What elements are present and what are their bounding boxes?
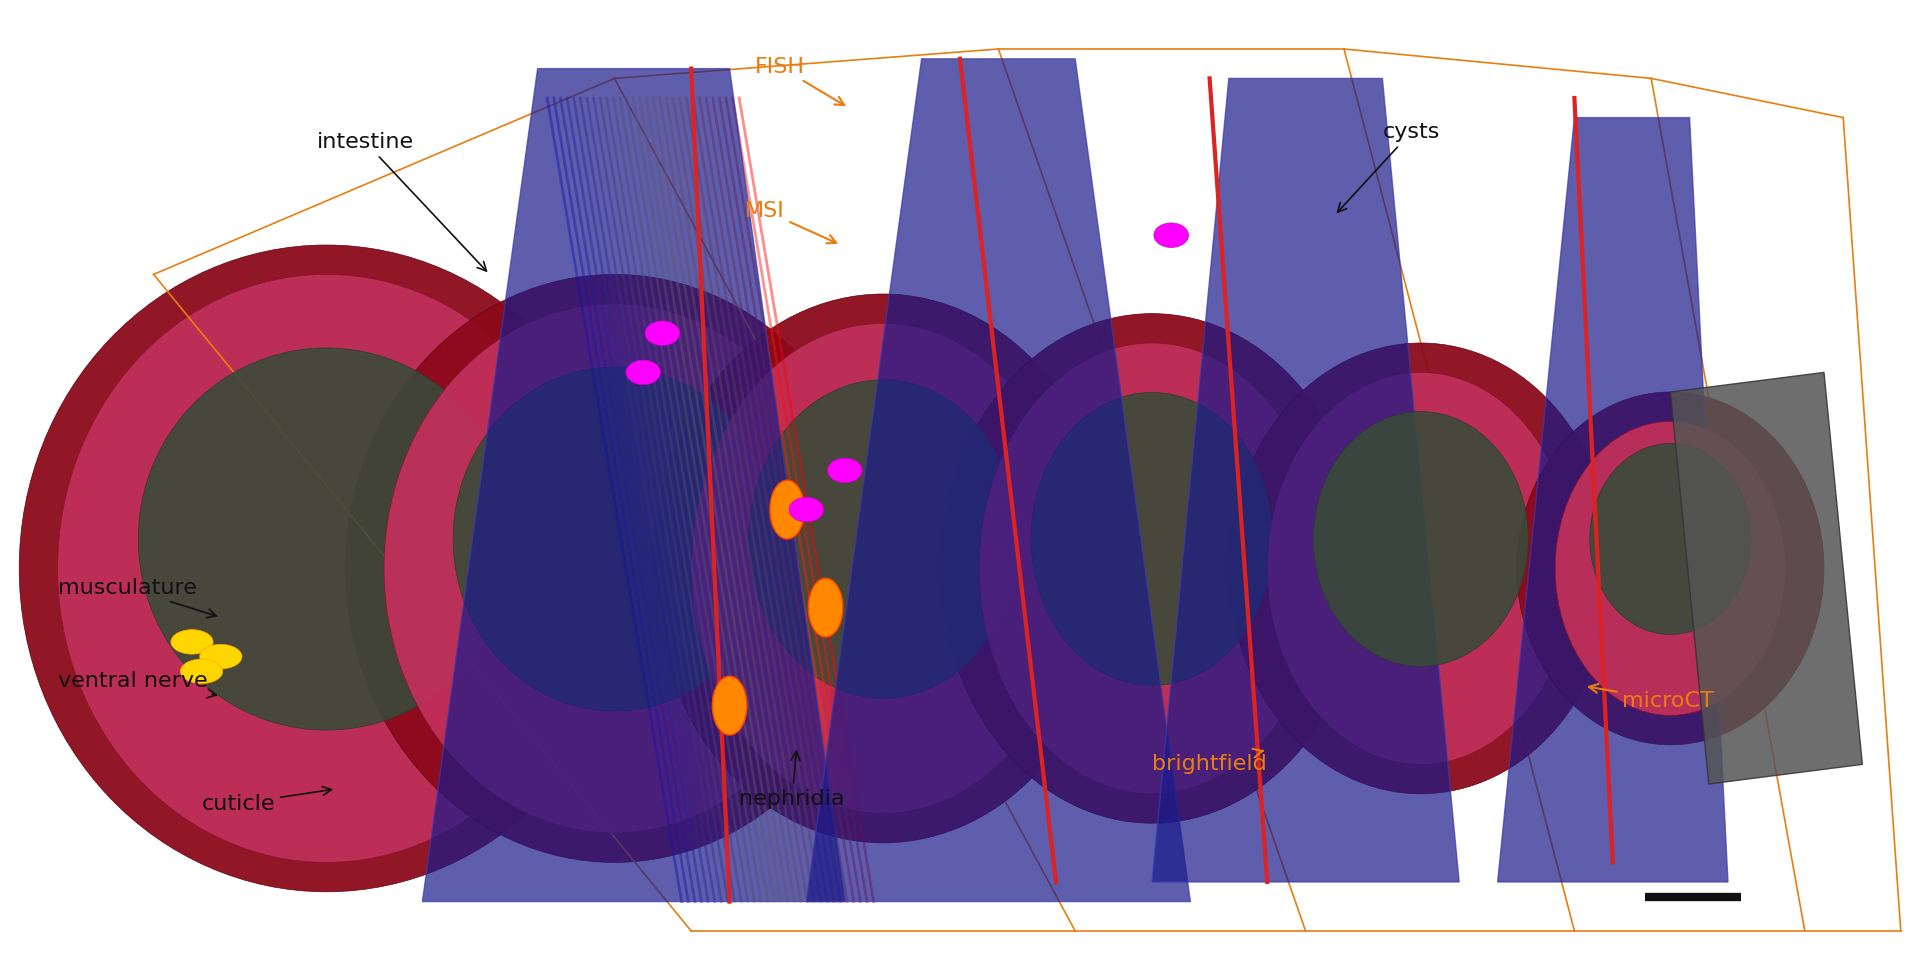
Ellipse shape bbox=[200, 645, 242, 669]
Text: intestine: intestine bbox=[317, 132, 486, 271]
Ellipse shape bbox=[808, 578, 843, 637]
Ellipse shape bbox=[691, 323, 1075, 813]
Ellipse shape bbox=[712, 676, 747, 735]
Ellipse shape bbox=[770, 480, 804, 539]
Text: cysts: cysts bbox=[1338, 122, 1440, 213]
Ellipse shape bbox=[453, 368, 776, 711]
Ellipse shape bbox=[749, 380, 1018, 698]
Ellipse shape bbox=[19, 245, 634, 892]
Polygon shape bbox=[806, 59, 1190, 902]
Text: nephridia: nephridia bbox=[739, 752, 845, 808]
Ellipse shape bbox=[1590, 444, 1751, 635]
Text: microCT: microCT bbox=[1590, 684, 1715, 710]
Ellipse shape bbox=[1267, 372, 1574, 764]
Ellipse shape bbox=[1555, 421, 1786, 715]
Ellipse shape bbox=[180, 660, 223, 684]
Ellipse shape bbox=[138, 348, 515, 730]
Ellipse shape bbox=[171, 630, 213, 655]
Polygon shape bbox=[1498, 118, 1728, 882]
Ellipse shape bbox=[653, 294, 1114, 843]
Ellipse shape bbox=[58, 274, 595, 862]
Ellipse shape bbox=[979, 343, 1325, 794]
Polygon shape bbox=[422, 69, 845, 902]
Ellipse shape bbox=[1313, 412, 1528, 666]
Ellipse shape bbox=[828, 458, 862, 482]
Polygon shape bbox=[1670, 372, 1862, 784]
Text: musculature: musculature bbox=[58, 578, 217, 617]
Ellipse shape bbox=[626, 360, 660, 384]
Ellipse shape bbox=[789, 498, 824, 521]
Ellipse shape bbox=[384, 304, 845, 833]
Polygon shape bbox=[1152, 78, 1459, 882]
Text: ventral nerve: ventral nerve bbox=[58, 671, 217, 698]
Text: FISH: FISH bbox=[755, 57, 845, 105]
Text: MSI: MSI bbox=[745, 201, 837, 243]
Ellipse shape bbox=[1154, 223, 1188, 248]
Ellipse shape bbox=[1031, 393, 1273, 686]
Ellipse shape bbox=[645, 321, 680, 346]
Ellipse shape bbox=[1229, 343, 1613, 794]
Ellipse shape bbox=[346, 274, 883, 862]
Text: brightfield: brightfield bbox=[1152, 749, 1267, 774]
Ellipse shape bbox=[941, 314, 1363, 823]
Ellipse shape bbox=[1517, 392, 1824, 745]
Text: cuticle: cuticle bbox=[202, 787, 332, 813]
